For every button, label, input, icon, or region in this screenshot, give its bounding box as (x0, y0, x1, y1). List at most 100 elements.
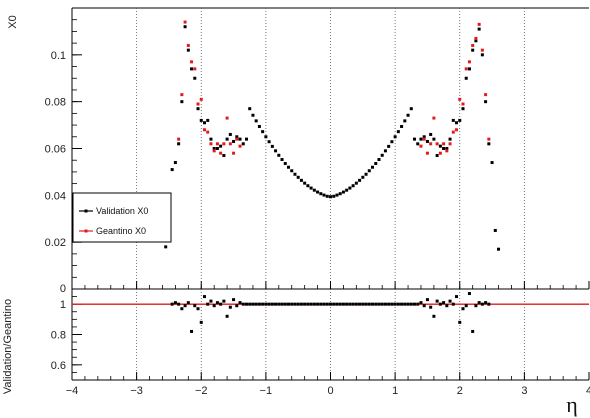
validation-point (393, 135, 397, 139)
ratio-point (232, 298, 236, 302)
ratio-point (264, 302, 268, 306)
ratio-point (432, 314, 436, 318)
validation-point (319, 192, 323, 196)
x-tick-label: 0 (327, 385, 333, 397)
validation-point (261, 130, 265, 134)
validation-point (329, 195, 332, 199)
validation-point (222, 154, 226, 158)
geantino-point (471, 43, 475, 47)
legend-marker (84, 209, 88, 213)
geantino-point (487, 137, 491, 141)
validation-point (290, 169, 294, 173)
geantino-point (222, 142, 226, 146)
validation-point (199, 118, 203, 122)
validation-point (429, 132, 433, 136)
ratio-point (183, 304, 187, 308)
validation-point (322, 193, 326, 197)
validation-point (413, 137, 417, 141)
y-tick-label: 0.04 (45, 190, 66, 202)
legend-label: Geantino X0 (96, 226, 146, 236)
x-tick-label: −4 (66, 385, 79, 397)
ratio-point (277, 302, 281, 306)
validation-point (164, 245, 168, 249)
y-tick-label: 0.6 (51, 360, 66, 372)
legend-marker (84, 229, 88, 233)
validation-point (267, 140, 271, 144)
ratio-point (280, 302, 284, 306)
ratio-point (377, 302, 381, 306)
validation-point (274, 149, 278, 153)
validation-point (332, 194, 336, 198)
ratio-point (387, 302, 391, 306)
ratio-point (212, 304, 216, 308)
validation-point (474, 39, 478, 43)
ratio-point (306, 302, 310, 306)
ratio-point (329, 302, 332, 306)
validation-point (467, 67, 471, 71)
ratio-point (225, 314, 229, 318)
ratio-point (241, 302, 245, 306)
validation-point (238, 137, 242, 141)
x-tick-label: −2 (195, 385, 208, 397)
validation-point (212, 147, 216, 150)
ratio-point (257, 302, 261, 306)
ratio-point (371, 302, 375, 306)
ratio-point (173, 301, 177, 305)
y-tick-label: 0.8 (51, 330, 66, 342)
validation-point (286, 165, 290, 169)
validation-point (380, 153, 384, 157)
ratio-point (251, 302, 255, 306)
geantino-point (419, 144, 423, 148)
validation-point (316, 190, 320, 194)
validation-point (186, 48, 190, 52)
ratio-point (448, 299, 452, 303)
validation-point (390, 140, 394, 144)
validation-point (435, 154, 439, 158)
validation-point (383, 149, 387, 153)
validation-point (215, 147, 219, 150)
ratio-point (299, 302, 303, 306)
ratio-point (422, 304, 426, 308)
validation-point (335, 193, 339, 197)
validation-point (341, 190, 345, 194)
validation-point (438, 144, 442, 148)
ratio-point (206, 302, 210, 306)
ratio-point (351, 302, 355, 306)
ratio-point (409, 302, 413, 306)
ratio-point (215, 301, 219, 305)
ratio-point (374, 302, 378, 306)
validation-point (377, 158, 381, 162)
validation-point (232, 139, 236, 143)
ratio-point (474, 304, 478, 308)
validation-point (403, 119, 407, 123)
ratio-point (419, 301, 423, 305)
ratio-point (445, 304, 449, 308)
validation-point (202, 121, 206, 125)
validation-point (425, 139, 429, 143)
ratio-point (455, 295, 459, 299)
validation-point (458, 118, 462, 122)
y-tick-label: 0.06 (45, 144, 66, 156)
ratio-point (283, 302, 287, 306)
ratio-point (222, 299, 226, 303)
ratio-point (202, 295, 206, 299)
ratio-point (322, 302, 326, 306)
ratio-point (254, 302, 258, 306)
ratio-point (364, 302, 368, 306)
ratio-point (170, 302, 174, 306)
y-tick-label: 0.1 (51, 50, 66, 62)
validation-point (448, 137, 452, 141)
validation-point (464, 76, 468, 80)
validation-point (487, 142, 491, 146)
validation-point (387, 144, 391, 148)
ratio-point (196, 307, 200, 311)
ratio-point (358, 302, 362, 306)
validation-point (241, 142, 245, 146)
ratio-point (190, 329, 194, 333)
ratio-point (316, 302, 320, 306)
validation-point (345, 188, 349, 192)
validation-point (371, 165, 375, 169)
x-tick-label: 1 (392, 385, 398, 397)
validation-point (225, 137, 229, 141)
validation-point (497, 247, 501, 251)
